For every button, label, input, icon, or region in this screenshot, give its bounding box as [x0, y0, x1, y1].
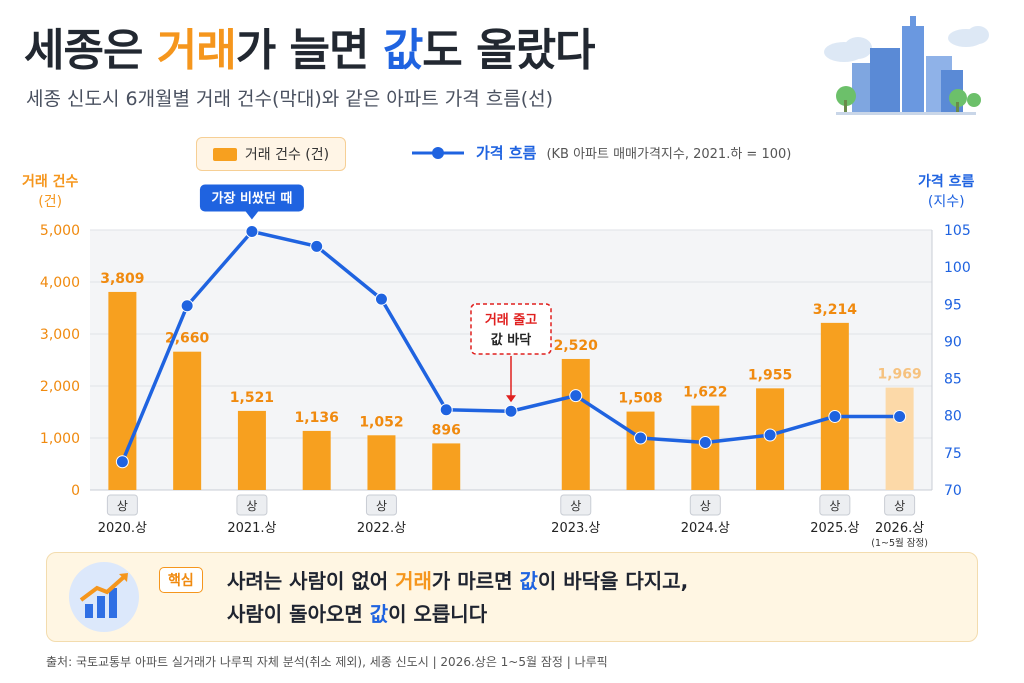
y-axis-right-title: 가격 흐름 (지수)	[918, 174, 975, 210]
price-point	[504, 404, 518, 418]
x-tick-label: 2024.상	[681, 521, 730, 536]
insight-line-2: 사람이 돌아오면 값이 오릅니다	[227, 602, 488, 626]
x-tick-label: 2022.상	[357, 521, 406, 536]
y-axis-left-title: 거래 건수 (건)	[22, 174, 79, 210]
x-tick-sublabel: (1~5월 잠정)	[871, 537, 928, 549]
x-tag-label: 상	[829, 499, 840, 513]
insight-line-1: 사려는 사람이 없어 거래가 마르면 값이 바닥을 다지고,	[227, 569, 689, 593]
bar-value-label: 3,214	[813, 302, 858, 318]
insight-message: 사려는 사람이 없어 거래가 마르면 값이 바닥을 다지고, 사람이 돌아오면 …	[227, 565, 688, 631]
x-tag-box	[365, 494, 397, 516]
callout-bottom-arrow-head	[506, 395, 516, 403]
callout-peak-pointer	[244, 210, 259, 220]
x-tag-label: 상	[570, 499, 581, 513]
x-tag-label: 상	[700, 499, 711, 513]
bar-value-label: 1,521	[230, 390, 274, 406]
y-right-tick-label: 105	[944, 223, 971, 239]
x-tag-label: 상	[376, 499, 387, 513]
price-point	[310, 239, 324, 253]
y-right-tick-label: 95	[944, 297, 962, 313]
insight-box: 핵심 사려는 사람이 없어 거래가 마르면 값이 바닥을 다지고, 사람이 돌아…	[46, 552, 978, 642]
y-right-tick-label: 85	[944, 372, 962, 388]
callout-peak-box	[199, 184, 304, 212]
bar	[626, 411, 655, 490]
bar	[820, 322, 849, 490]
source-note: 출처: 국토교통부 아파트 실거래가 나루픽 자체 분석(취소 제외), 세종 …	[46, 655, 608, 669]
callout-bottom-text-1: 거래 줄고	[485, 313, 537, 328]
x-tag-label: 상	[246, 499, 257, 513]
x-tag-box	[106, 494, 138, 516]
bar	[237, 410, 266, 490]
price-point	[828, 409, 842, 423]
legend-line-label: 가격 흐름	[476, 144, 537, 162]
callout-bottom-text-2: 값 바닥	[491, 332, 531, 348]
y-left-tick-label: 4,000	[40, 275, 80, 291]
x-tag-box	[560, 494, 592, 516]
x-tag-box	[819, 494, 851, 516]
y-right-tick-label: 100	[944, 260, 971, 276]
x-tick-label: 2020.상	[98, 521, 147, 536]
x-tick-label: 2026.상	[875, 521, 924, 536]
price-point	[893, 409, 907, 423]
legend-bar-label: 거래 건수 (건)	[244, 147, 330, 163]
legend-bar: 거래 건수 (건)	[196, 137, 346, 171]
y-right-tick-label: 75	[944, 446, 962, 462]
price-point	[763, 428, 777, 442]
y-left-tick-label: 5,000	[40, 223, 80, 239]
y-left-tick-label: 3,000	[40, 327, 80, 343]
x-tag-box	[884, 494, 916, 516]
bar-value-label: 2,520	[554, 338, 599, 354]
city-illustration	[824, 16, 989, 115]
y-right-tick-label: 70	[944, 483, 962, 499]
bar	[367, 435, 396, 490]
legend-line-marker	[412, 146, 464, 159]
bar-value-label: 1,052	[359, 414, 403, 430]
y-right-tick-label: 80	[944, 409, 962, 425]
bar	[561, 358, 590, 490]
bar-value-label: 1,508	[618, 391, 662, 407]
legend-line: 가격 흐름 (KB 아파트 매매가격지수, 2021.하 = 100)	[410, 142, 791, 163]
y-left-tick-label: 1,000	[40, 431, 80, 447]
y-left-tick-label: 2,000	[40, 379, 80, 395]
price-point	[634, 431, 648, 445]
price-point	[374, 292, 388, 306]
x-tag-box	[236, 494, 268, 516]
x-tag-box	[689, 494, 721, 516]
bar-value-label: 1,969	[877, 367, 921, 383]
y-left-tick-label: 0	[71, 483, 80, 499]
bar-value-label: 1,622	[683, 385, 727, 401]
insight-badge: 핵심	[159, 567, 203, 593]
price-point	[115, 455, 129, 469]
bar	[173, 351, 202, 490]
legend-bar-swatch	[212, 147, 237, 161]
callout-peak-text: 가장 비쌌던 때	[212, 190, 293, 206]
price-point	[439, 403, 453, 417]
x-tick-label: 2021.상	[227, 521, 276, 536]
bar	[885, 387, 914, 490]
price-point	[245, 224, 259, 238]
legend-line-note: (KB 아파트 매매가격지수, 2021.하 = 100)	[546, 147, 792, 162]
bar	[302, 430, 331, 490]
price-point	[180, 299, 194, 313]
x-tag-label: 상	[894, 499, 905, 513]
bar-value-label: 1,955	[748, 367, 792, 383]
x-tick-label: 2023.상	[551, 521, 600, 536]
growth-chart-icon	[69, 562, 139, 632]
combo-chart: 0 1,000 2,000 3,000 4,000 5,000 70 75 80 85 90 95 10…	[40, 184, 971, 549]
price-point	[698, 435, 712, 449]
price-point	[569, 389, 583, 403]
bar-value-label: 896	[432, 422, 461, 438]
bar-value-label: 3,809	[100, 271, 144, 287]
bar-value-label: 1,136	[295, 410, 339, 426]
subtitle: 세종 신도시 6개월별 거래 건수(막대)와 같은 아파트 가격 흐름(선)	[26, 88, 554, 110]
bar	[432, 443, 461, 490]
page-title: 세종은 거래가 늘면 값도 올랐다	[24, 25, 596, 76]
y-right-tick-label: 90	[944, 334, 962, 350]
x-tick-label: 2025.상	[810, 521, 859, 536]
callout-bottom-box	[470, 303, 552, 355]
x-tag-label: 상	[117, 499, 128, 513]
